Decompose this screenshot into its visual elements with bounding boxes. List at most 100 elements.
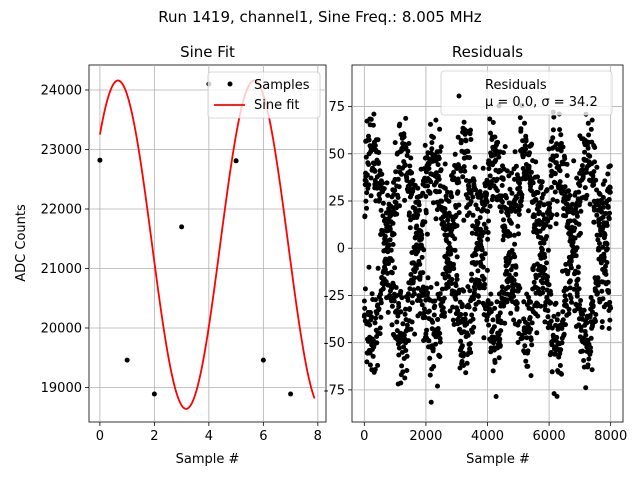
residual-point [433,117,439,123]
residual-point [591,182,597,188]
residual-point [429,146,435,152]
residual-point [605,204,611,210]
sample-point [233,158,239,164]
residual-point [461,217,467,223]
sample-point [179,224,185,230]
residual-point [388,247,394,253]
residual-point [441,223,447,229]
sine-fit-ticks: 0 2 4 6 8 19000 20000 21000 22000 23000 24000 [41,83,322,444]
residual-point [585,362,591,368]
residual-point [405,148,411,154]
residual-point [373,315,379,321]
residual-point [389,258,395,264]
residual-point [437,189,442,195]
residual-point [475,220,481,226]
residual-point [551,313,557,319]
residual-point [401,134,407,140]
residual-point [427,355,433,361]
residual-point [402,197,408,203]
residual-point [600,296,606,302]
residual-point [376,160,382,165]
residual-point [381,186,387,192]
residual-point [475,293,481,299]
residuals-panel: Residuals Sample # 0 2000 4000 6000 8000 -75 -… [324,43,627,467]
residual-point [458,338,464,344]
residual-point [513,264,519,270]
residual-point [391,231,397,237]
legend-residuals-marker [456,93,462,99]
residual-point [481,230,487,236]
residual-point [379,171,385,177]
residual-point [385,309,391,315]
residual-point [587,201,593,207]
residuals-xtick-label: 2000 [409,429,442,444]
residual-point [500,150,506,156]
residual-point [432,298,438,304]
residual-point [528,373,534,379]
residual-point [487,173,493,179]
residual-point [401,332,407,338]
residual-point [453,283,459,289]
residual-point [461,363,466,368]
residual-point [433,341,439,347]
residual-point [566,306,572,312]
residual-point [574,245,580,251]
residual-point [369,314,374,320]
residual-point [449,194,455,200]
residual-point [521,299,527,305]
residual-point [451,261,456,267]
sample-point [260,357,266,363]
residual-point [467,155,472,161]
residual-point [417,311,423,317]
residual-point [480,165,486,171]
residual-point [369,291,375,297]
residual-point [392,265,398,271]
residual-point [490,194,496,199]
residual-point [445,217,451,223]
residual-point [536,272,542,278]
residual-point [406,141,412,146]
residual-point [446,198,452,204]
residual-point [468,199,474,204]
residual-point [584,192,590,198]
residual-point [470,329,475,335]
residual-point [522,343,528,349]
residual-point [421,310,427,316]
residual-point [412,331,418,337]
residual-point [545,247,551,253]
residual-point [387,237,393,243]
residual-point [385,192,391,198]
residual-point [407,225,413,231]
sample-point [97,157,103,163]
residual-point [596,247,602,253]
residual-point [479,247,485,253]
residual-point [547,205,552,211]
residual-point [485,208,491,214]
residual-point [563,213,569,219]
residual-point [513,271,519,277]
residual-point [417,207,422,213]
residual-point [595,275,601,281]
residual-point [585,120,591,126]
residual-point [386,242,392,248]
residual-point [497,336,503,342]
residual-point [439,198,445,204]
residual-point [364,359,370,365]
residual-point [492,305,498,311]
residual-point [377,325,383,331]
residual-point [570,244,576,249]
residual-point [372,367,378,372]
residual-point [529,188,534,194]
residual-point [426,166,432,171]
residual-point [376,150,382,155]
residual-point [422,315,428,320]
residual-point [410,186,416,192]
residual-point [387,226,393,232]
residual-point [548,318,554,324]
residual-point [362,305,368,311]
residual-point [393,169,399,175]
residual-point [422,219,428,225]
residual-point [584,320,590,326]
residual-point [486,322,492,328]
residual-point [466,184,472,190]
